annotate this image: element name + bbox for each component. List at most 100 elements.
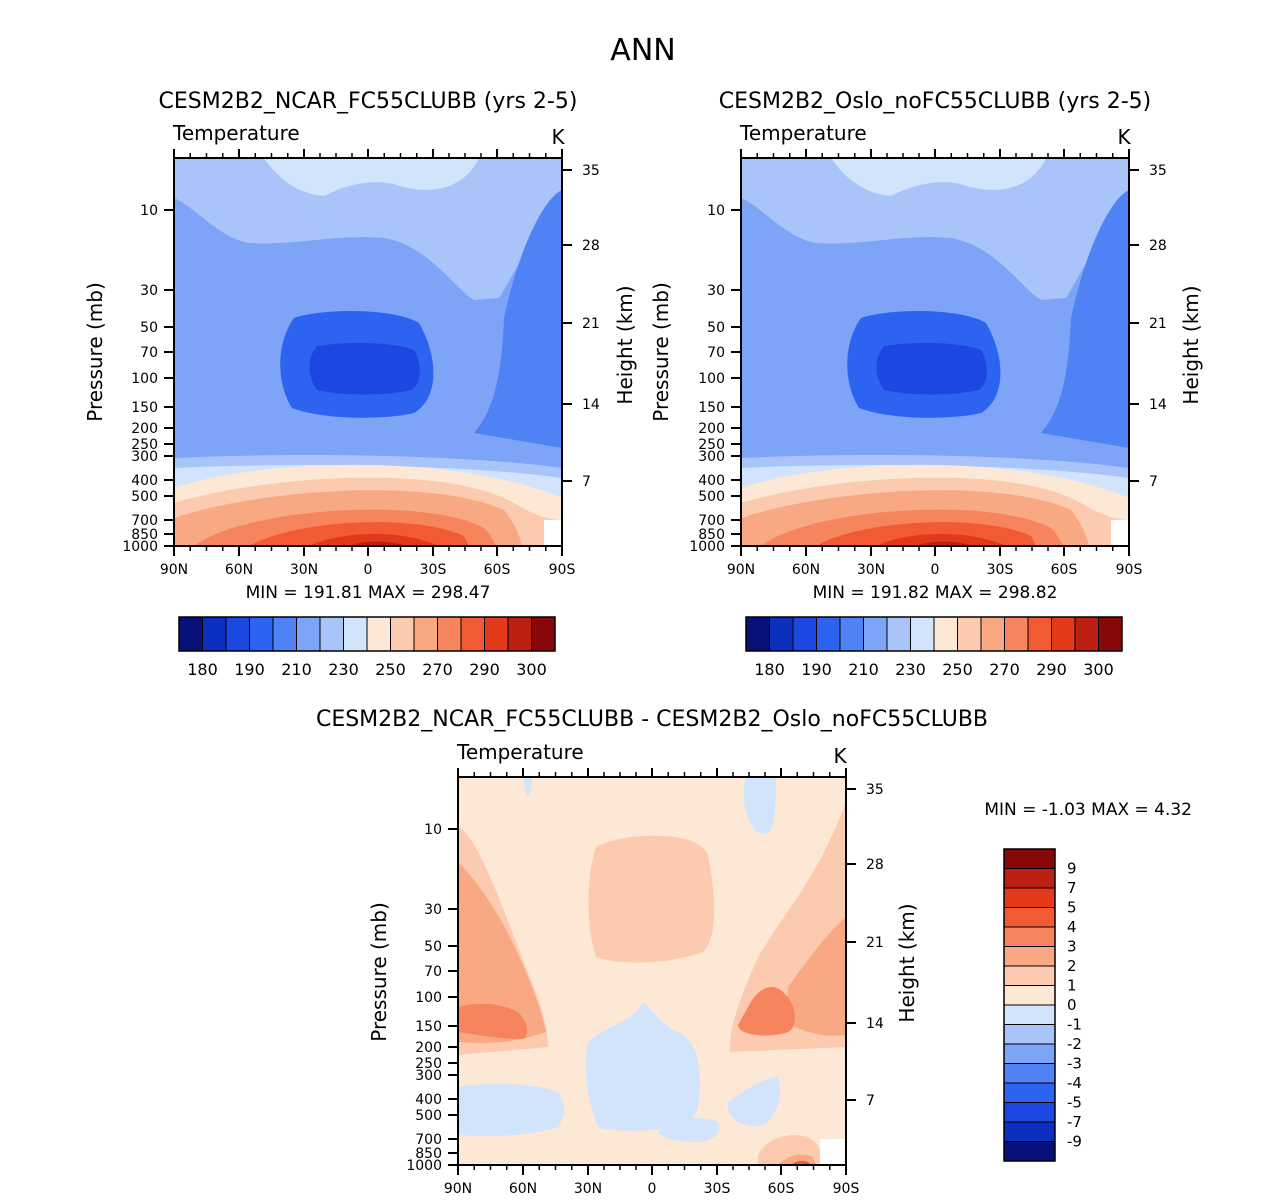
colorbar-swatch (1003, 1043, 1056, 1064)
colorbar-swatch (390, 616, 415, 652)
colorbar-swatch (769, 616, 794, 652)
colorbar-swatch (957, 616, 982, 652)
height-tick-label: 28 (582, 238, 600, 254)
colorbar-swatch (225, 616, 250, 652)
colorbar-frame (745, 616, 1123, 652)
panel-title: CESM2B2_Oslo_noFC55CLUBB (yrs 2-5) (719, 89, 1151, 114)
colorbar-swatch (980, 616, 1005, 652)
colorbar-swatch (437, 616, 462, 652)
colorbar-swatch (1003, 1024, 1056, 1045)
y-axis-label-right: Height (km) (1179, 285, 1203, 404)
pressure-tick-label: 200 (698, 421, 725, 437)
pressure-tick-label: 70 (707, 345, 725, 361)
y-axis-label-left: Pressure (mb) (649, 282, 673, 422)
min-max-stats: MIN = 191.81 MAX = 298.47 (246, 583, 491, 603)
colorbar-swatch (1003, 946, 1056, 967)
x-tick-label: 60N (792, 562, 820, 578)
pressure-tick-label: 30 (707, 283, 725, 299)
colorbar-swatch (531, 616, 556, 652)
min-max-stats: MIN = -1.03 MAX = 4.32 (984, 800, 1192, 820)
height-tick-label: 14 (866, 1016, 884, 1032)
pressure-tick-label: 250 (131, 437, 158, 453)
colorbar-label: 190 (234, 660, 265, 679)
height-tick-label: 14 (1149, 397, 1167, 413)
pressure-tick-label: 300 (698, 449, 725, 465)
colorbar-swatch (1004, 616, 1029, 652)
pressure-tick-label: 850 (131, 527, 158, 543)
colorbar-label: 5 (1067, 899, 1077, 917)
pressure-tick-label: 150 (698, 400, 725, 416)
colorbar-label: 180 (754, 660, 785, 679)
colorbar-label: -4 (1067, 1074, 1082, 1092)
colorbar: 97 54 32 10 -1-2 -3-4 -5-7 -9 (1003, 848, 1082, 1162)
colorbar-swatch (1003, 1082, 1056, 1103)
height-tick-label: 7 (1149, 474, 1158, 490)
colorbar-swatch (863, 616, 888, 652)
colorbar: 180 190 210 230 250 270 290 300 (745, 616, 1123, 679)
variable-label: Temperature (172, 121, 300, 145)
x-tick-label: 90S (549, 562, 576, 578)
pressure-tick-label: 1000 (406, 1158, 442, 1174)
colorbar-label: 210 (281, 660, 312, 679)
height-tick-label: 7 (582, 474, 591, 490)
pressure-tick-label: 1000 (122, 539, 158, 555)
pressure-tick-label: 400 (698, 473, 725, 489)
x-tick-label: 30S (704, 1181, 731, 1197)
pressure-tick-label: 300 (131, 449, 158, 465)
colorbar-swatch (249, 616, 274, 652)
colorbar-swatch (1051, 616, 1076, 652)
contour-fill (741, 158, 1129, 546)
panel-difference: CESM2B2_NCAR_FC55CLUBB - CESM2B2_Oslo_no… (316, 707, 1192, 1197)
height-tick-label: 28 (1149, 238, 1167, 254)
colorbar-label: -1 (1067, 1016, 1082, 1034)
pressure-tick-label: 700 (131, 513, 158, 529)
colorbar-frame (1003, 848, 1056, 1162)
min-max-stats: MIN = 191.82 MAX = 298.82 (813, 583, 1058, 603)
colorbar: 180 190 210 230 250 270 290 300 (178, 616, 556, 679)
pressure-tick-label: 50 (707, 320, 725, 336)
colorbar-swatch (1003, 985, 1056, 1006)
height-tick-label: 21 (1149, 316, 1167, 332)
x-tick-label: 60S (484, 562, 511, 578)
x-tick-label: 0 (364, 562, 373, 578)
pressure-tick-label: 400 (131, 473, 158, 489)
x-tick-label: 30S (987, 562, 1014, 578)
page-title: ANN (610, 33, 675, 68)
colorbar-label: 7 (1067, 879, 1077, 897)
colorbar-swatch (1003, 887, 1056, 908)
colorbar-frame (178, 616, 556, 652)
pressure-tick-label: 400 (415, 1092, 442, 1108)
colorbar-swatch (1098, 616, 1123, 652)
colorbar-label: -5 (1067, 1094, 1082, 1112)
x-tick-label: 60S (768, 1181, 795, 1197)
colorbar-swatch (1003, 907, 1056, 928)
colorbar-swatch (910, 616, 935, 652)
y-axis-label-left: Pressure (mb) (367, 902, 391, 1042)
colorbar-label: 290 (1036, 660, 1067, 679)
colorbar-swatch (1003, 848, 1056, 869)
variable-label: Temperature (456, 740, 584, 764)
height-tick-label: 7 (866, 1093, 875, 1109)
colorbar-label: 230 (895, 660, 926, 679)
panel-title: CESM2B2_NCAR_FC55CLUBB (yrs 2-5) (159, 89, 578, 114)
pressure-tick-label: 300 (415, 1068, 442, 1084)
units-label: K (833, 744, 847, 768)
colorbar-swatch (1003, 926, 1056, 947)
colorbar-label: -7 (1067, 1113, 1082, 1131)
pressure-tick-label: 250 (415, 1056, 442, 1072)
pressure-tick-label: 10 (140, 203, 158, 219)
panel-oslo: CESM2B2_Oslo_noFC55CLUBB (yrs 2-5) Tempe… (649, 89, 1203, 679)
colorbar-swatch (1003, 1102, 1056, 1123)
colorbar-swatch (1003, 868, 1056, 889)
x-tick-label: 90S (833, 1181, 860, 1197)
pressure-tick-label: 200 (415, 1040, 442, 1056)
pressure-tick-label: 700 (415, 1132, 442, 1148)
x-tick-label: 60N (225, 562, 253, 578)
units-label: K (1117, 125, 1131, 149)
pressure-tick-label: 50 (424, 939, 442, 955)
x-tick-label: 0 (648, 1181, 657, 1197)
pressure-tick-label: 100 (131, 371, 158, 387)
pressure-tick-label: 150 (131, 400, 158, 416)
colorbar-swatch (1003, 1141, 1056, 1162)
